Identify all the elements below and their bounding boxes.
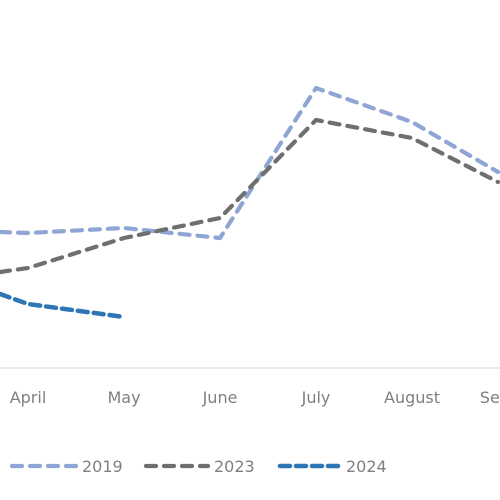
legend-label-2019: 2019 xyxy=(82,457,123,476)
x-tick-label: June xyxy=(202,388,238,407)
x-tick-label: April xyxy=(10,388,47,407)
x-tick-label: Sept xyxy=(480,388,500,407)
legend-label-2024: 2024 xyxy=(346,457,387,476)
series-line-2019 xyxy=(0,85,500,241)
series-line-2023 xyxy=(0,117,500,275)
x-tick-label: July xyxy=(301,388,331,407)
legend-label-2023: 2023 xyxy=(214,457,255,476)
x-tick-label: August xyxy=(384,388,440,407)
x-tick-label: May xyxy=(107,388,140,407)
series-line-2024 xyxy=(0,291,127,320)
